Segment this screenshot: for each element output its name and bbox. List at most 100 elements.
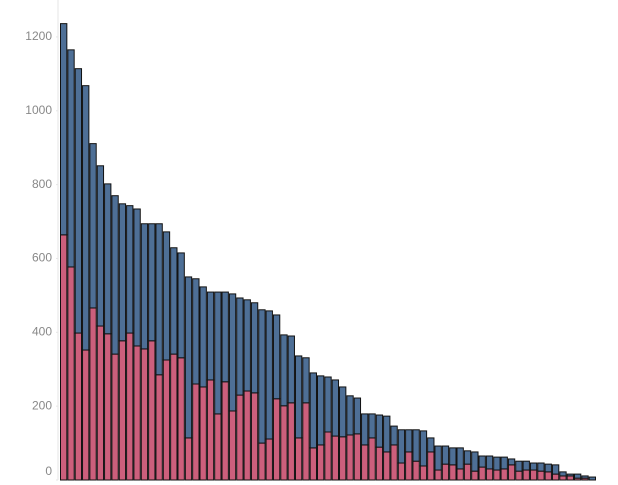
bar-segment <box>170 247 178 355</box>
bar-segment <box>485 455 494 470</box>
bar-segment <box>236 394 244 481</box>
bar-segment <box>551 464 560 475</box>
bar-segment <box>529 462 538 471</box>
bar-segment <box>566 473 574 477</box>
bar-segment <box>500 456 508 470</box>
bar-segment <box>162 359 171 481</box>
bar-segment <box>544 463 552 473</box>
bar-segment <box>368 413 376 439</box>
bar-segment <box>177 252 185 359</box>
bar-segment <box>140 223 149 350</box>
bar-segment <box>419 465 428 481</box>
bar-segment <box>177 357 185 481</box>
bar-segment <box>566 475 574 481</box>
bar-segment <box>228 293 237 412</box>
bar-segment <box>412 460 420 481</box>
bar-segment <box>258 442 266 481</box>
y-tick-label: 1200 <box>25 29 52 43</box>
bar-segment <box>456 447 464 470</box>
bar-segment <box>331 379 340 437</box>
bar-segment <box>118 340 127 481</box>
bar-segment <box>449 447 457 466</box>
bar-segment <box>67 49 75 268</box>
bar-segment <box>405 451 413 481</box>
bar-segment <box>515 470 523 481</box>
bar-segment <box>353 433 362 481</box>
bar-segment <box>184 437 193 481</box>
bar-segment <box>104 333 112 481</box>
bar-segment <box>507 458 516 466</box>
bar-segment <box>250 392 259 481</box>
bar-segment <box>302 357 310 404</box>
bar-segment <box>493 469 501 481</box>
bar-segment <box>133 208 141 347</box>
y-tick-label: 400 <box>32 324 52 338</box>
bar-segment <box>316 444 325 481</box>
bar-segment <box>463 463 472 481</box>
bar-segment <box>74 68 83 334</box>
bar-segment <box>89 307 97 481</box>
bar-segment <box>155 223 163 376</box>
bar-segment <box>456 468 464 481</box>
bar-segment <box>559 471 567 477</box>
bar-segment <box>287 402 295 481</box>
bar-segment <box>126 205 134 334</box>
bar-segment <box>331 435 340 481</box>
bar-segment <box>104 183 112 335</box>
bar-segment <box>89 143 97 309</box>
bar-segment <box>60 234 68 481</box>
bar-segment <box>441 445 450 465</box>
bar-segment <box>434 445 442 471</box>
bar-segment <box>287 335 295 404</box>
y-tick-label: 600 <box>32 251 52 265</box>
bar-segment <box>155 374 163 481</box>
bar-segment <box>199 386 207 481</box>
bar-segment <box>74 332 83 481</box>
bar-segment <box>258 309 266 444</box>
bar-segment <box>397 462 406 481</box>
bar-segment <box>507 464 516 481</box>
bar-segment <box>309 447 317 481</box>
bar-segment <box>493 456 501 471</box>
bar-segment <box>383 415 391 453</box>
bar-segment <box>471 470 479 481</box>
bar-segment <box>375 414 384 448</box>
bar-segment <box>82 349 90 481</box>
bar-segment <box>537 470 545 481</box>
bar-segment <box>346 395 354 436</box>
bar-segment <box>133 345 141 481</box>
bar-segment <box>206 379 215 481</box>
bar-segment <box>368 437 376 481</box>
bar-segment <box>449 464 457 481</box>
bar-segment <box>434 469 442 481</box>
bar-segment <box>126 332 134 481</box>
bar-segment <box>544 471 552 481</box>
bar-segment <box>148 340 156 481</box>
bar-segment <box>60 23 68 236</box>
bar-segment <box>375 446 384 481</box>
bar-segment <box>243 299 251 392</box>
bar-segment <box>353 397 362 435</box>
bar-segment <box>192 278 200 385</box>
bar-segment <box>67 266 75 481</box>
bar-segment <box>390 444 398 481</box>
bar-segment <box>228 410 237 481</box>
bar-segment <box>573 473 582 479</box>
bar-segment <box>478 455 486 468</box>
bar-segment <box>390 425 398 446</box>
bar-segment <box>111 353 119 481</box>
bar-segment <box>309 372 317 449</box>
bar-segment <box>339 436 347 481</box>
bar-segment <box>463 450 472 465</box>
bar-segment <box>302 402 310 481</box>
bar-segment <box>441 463 450 481</box>
bar-segment <box>529 469 538 481</box>
bar-segment <box>272 398 281 481</box>
bar-segment <box>170 353 178 481</box>
bar-segment <box>405 429 413 453</box>
bar-segment <box>236 297 244 396</box>
bar-segment <box>250 302 259 394</box>
bar-segment <box>478 466 486 481</box>
bar-segment <box>588 476 596 481</box>
bar-segment <box>427 437 435 453</box>
